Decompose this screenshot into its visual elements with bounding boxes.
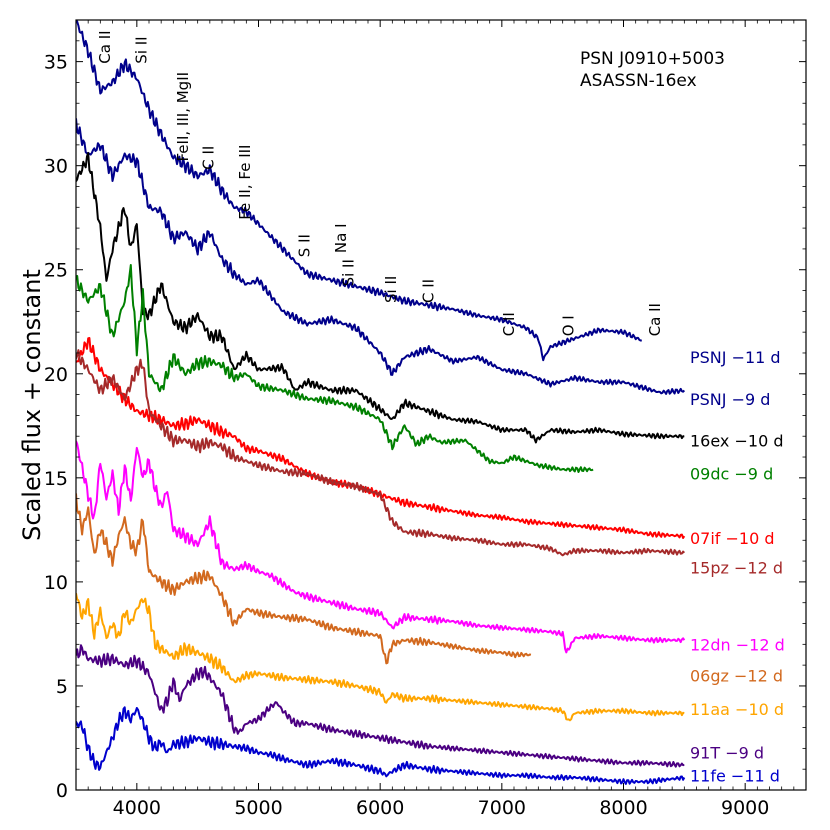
series-line — [76, 264, 594, 473]
x-tick-label: 7000 — [478, 797, 526, 819]
line-id-label: Si II — [339, 259, 357, 286]
series-label: 15pz −12 d — [690, 558, 783, 577]
chart-title-line-1: PSN J0910+5003 — [580, 49, 725, 69]
series-label: PSNJ −9 d — [690, 390, 770, 409]
line-id-label: Si II — [382, 276, 400, 303]
line-id-label: Na I — [332, 223, 350, 253]
series-line — [76, 349, 686, 557]
series-label: 91T −9 d — [690, 744, 764, 763]
annotation-layer: PSNJ −11 d PSNJ −9 d 16ex −10 d 09dc −9 d 07… — [96, 30, 785, 785]
y-tick-label: 10 — [44, 572, 68, 594]
series-label: 11fe −11 d — [690, 766, 780, 785]
line-id-label: S II — [296, 234, 314, 257]
series-line — [76, 337, 686, 539]
series-line — [76, 118, 686, 395]
x-tick-label: 8000 — [599, 797, 647, 819]
y-tick-label: 30 — [44, 156, 68, 178]
series-label: 11aa −10 d — [690, 700, 784, 719]
y-tick-label: 0 — [56, 780, 68, 802]
series-label: PSNJ −11 d — [690, 348, 781, 367]
line-id-label: Ca II — [646, 303, 664, 336]
axis-layer: 4000 5000 6000 7000 8000 9000 0 5 10 15 20 25 30 35 — [44, 19, 807, 819]
series-label: 07if −10 d — [690, 529, 775, 548]
y-tick-label: 35 — [44, 52, 68, 74]
y-tick-label: 15 — [44, 468, 68, 490]
line-id-label: FeII, III, MgII — [174, 72, 192, 162]
series-line — [76, 20, 642, 362]
x-tick-label: 9000 — [721, 797, 769, 819]
series-line — [76, 152, 685, 444]
series-label: 06gz −12 d — [690, 667, 783, 686]
series-line — [76, 440, 686, 654]
line-id-label: C II — [420, 279, 438, 303]
x-tick-label: 4000 — [113, 797, 161, 819]
line-id-label: Ca II — [96, 30, 114, 63]
series-label: 16ex −10 d — [690, 431, 783, 450]
series-line — [76, 493, 532, 665]
y-axis-label: Scaled flux + constant — [18, 269, 46, 541]
x-tick-label: 6000 — [356, 797, 404, 819]
y-tick-label: 25 — [44, 260, 68, 282]
y-tick-label: 20 — [44, 364, 68, 386]
series-line — [76, 706, 686, 785]
line-id-label: C II — [200, 146, 218, 170]
series-label: 09dc −9 d — [690, 465, 773, 484]
y-tick-label: 5 — [56, 676, 68, 698]
chart-title-line-2: ASASSN-16ex — [580, 71, 697, 91]
line-id-label: Si II — [133, 36, 151, 63]
line-id-label: Fe II, Fe III — [236, 145, 254, 220]
x-tick-label: 5000 — [234, 797, 282, 819]
series-layer — [76, 20, 686, 785]
line-id-label: C II — [500, 312, 518, 336]
line-id-label: O I — [560, 315, 578, 336]
series-label: 12dn −12 d — [690, 635, 785, 654]
series-line — [76, 593, 685, 722]
series-line — [76, 644, 685, 768]
